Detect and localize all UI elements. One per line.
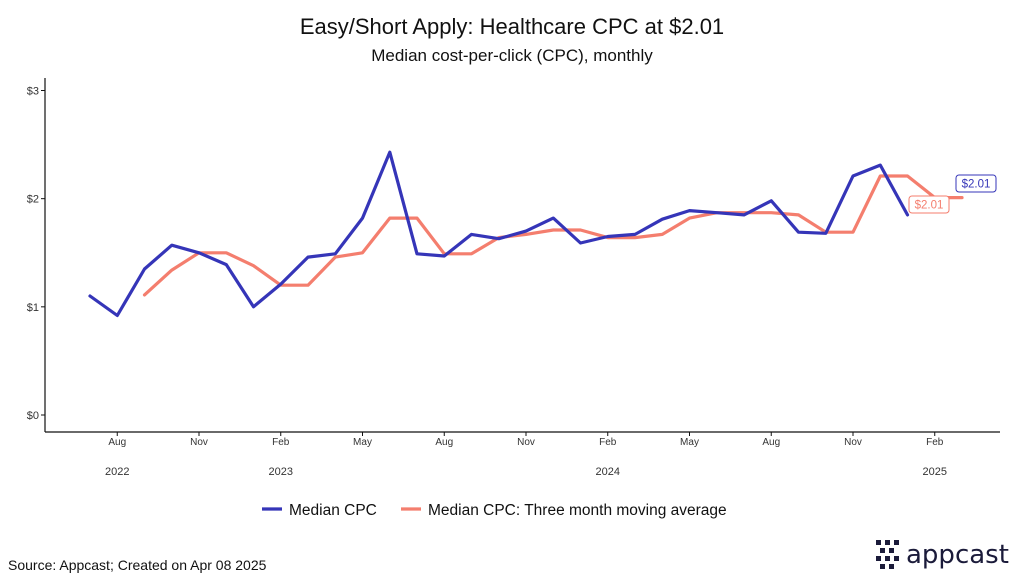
end-label-median: $2.01 — [962, 179, 991, 191]
x-year-label: 2024 — [596, 466, 620, 478]
source-note: Source: Appcast; Created on Apr 08 2025 — [8, 557, 267, 573]
chart-title: Easy/Short Apply: Healthcare CPC at $2.0… — [299, 14, 725, 39]
x-year-label: 2022 — [105, 466, 129, 478]
legend-label-median-cpc: Median CPC — [289, 502, 377, 519]
x-tick-label: May — [353, 437, 372, 448]
x-tick-label: Nov — [190, 437, 208, 448]
y-tick-label: $2 — [27, 194, 39, 206]
chart-subtitle: Median cost-per-click (CPC), monthly — [371, 46, 653, 65]
x-tick-label: Feb — [926, 437, 944, 448]
cpc-line-chart: $0 $1 $2 $3 Aug Nov Feb May Aug Nov Feb May Aug Nov Fe… — [27, 78, 1000, 519]
series-line-median-cpc — [88, 150, 910, 318]
end-label-moving-average: $2.01 — [915, 200, 944, 212]
x-tick-label: Feb — [599, 437, 617, 448]
y-tick-label: $0 — [27, 410, 39, 422]
x-tick-label: Nov — [517, 437, 535, 448]
x-tick-label: Aug — [435, 437, 453, 448]
y-tick-label: $1 — [27, 302, 39, 314]
x-year-label: 2025 — [923, 466, 947, 478]
appcast-dots-logo-icon — [876, 540, 900, 570]
legend-label-moving-average: Median CPC: Three month moving average — [428, 502, 727, 519]
appcast-logo-text: appcast — [906, 540, 1009, 570]
x-year-label: 2023 — [269, 466, 293, 478]
end-label-box-moving-average — [908, 195, 950, 214]
y-tick-label: $3 — [27, 86, 39, 98]
x-tick-label: Nov — [844, 437, 862, 448]
x-tick-label: Aug — [762, 437, 780, 448]
appcast-logo: appcast — [876, 540, 1009, 570]
end-label-box-median — [955, 174, 997, 193]
series-line-moving-average — [142, 174, 964, 297]
x-tick-label: May — [680, 437, 699, 448]
x-tick-label: Aug — [108, 437, 126, 448]
x-tick-label: Feb — [272, 437, 290, 448]
